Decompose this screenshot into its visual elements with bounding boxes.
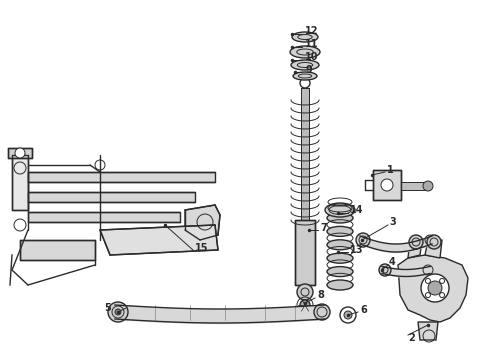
- Polygon shape: [20, 240, 95, 260]
- Text: 8: 8: [316, 290, 323, 300]
- Ellipse shape: [326, 226, 352, 237]
- Text: 5: 5: [104, 303, 110, 313]
- Text: 12: 12: [305, 26, 318, 36]
- Circle shape: [355, 233, 369, 247]
- Text: 13: 13: [349, 245, 363, 255]
- Circle shape: [313, 304, 329, 320]
- Ellipse shape: [292, 72, 316, 80]
- Circle shape: [426, 235, 440, 249]
- Polygon shape: [100, 225, 218, 255]
- Text: 10: 10: [305, 52, 318, 62]
- Ellipse shape: [325, 203, 354, 217]
- Text: 6: 6: [359, 305, 366, 315]
- Polygon shape: [28, 212, 180, 222]
- Polygon shape: [400, 182, 427, 190]
- Circle shape: [343, 311, 351, 319]
- Polygon shape: [12, 155, 28, 210]
- Text: 4: 4: [388, 257, 395, 267]
- Polygon shape: [372, 170, 400, 200]
- Polygon shape: [407, 240, 421, 258]
- Polygon shape: [301, 88, 308, 220]
- Ellipse shape: [326, 280, 352, 290]
- Circle shape: [420, 274, 448, 302]
- Polygon shape: [397, 255, 467, 322]
- Circle shape: [439, 278, 444, 283]
- Ellipse shape: [326, 267, 352, 276]
- Polygon shape: [184, 205, 220, 240]
- Ellipse shape: [290, 60, 318, 70]
- Circle shape: [427, 281, 441, 295]
- Circle shape: [408, 235, 422, 249]
- Circle shape: [425, 293, 429, 298]
- Circle shape: [380, 179, 392, 191]
- Ellipse shape: [326, 253, 352, 263]
- Ellipse shape: [289, 46, 319, 58]
- Circle shape: [439, 293, 444, 298]
- Text: 2: 2: [407, 333, 414, 343]
- Text: 7: 7: [319, 223, 326, 233]
- Text: 15: 15: [195, 243, 208, 253]
- Ellipse shape: [326, 240, 352, 250]
- Polygon shape: [8, 148, 32, 158]
- Circle shape: [296, 284, 312, 300]
- Circle shape: [108, 302, 128, 322]
- Circle shape: [15, 148, 25, 158]
- Circle shape: [378, 264, 390, 276]
- Circle shape: [422, 181, 432, 191]
- Text: 3: 3: [388, 217, 395, 227]
- Text: 9: 9: [305, 65, 311, 75]
- Circle shape: [115, 309, 121, 315]
- Text: 11: 11: [305, 39, 318, 49]
- Ellipse shape: [326, 213, 352, 223]
- Polygon shape: [294, 220, 314, 285]
- Polygon shape: [424, 240, 441, 258]
- Polygon shape: [417, 322, 437, 340]
- Ellipse shape: [291, 32, 317, 42]
- Circle shape: [299, 300, 309, 310]
- Text: 14: 14: [349, 205, 363, 215]
- Circle shape: [425, 278, 429, 283]
- Polygon shape: [28, 192, 195, 202]
- Text: 1: 1: [386, 165, 393, 175]
- Polygon shape: [28, 172, 215, 182]
